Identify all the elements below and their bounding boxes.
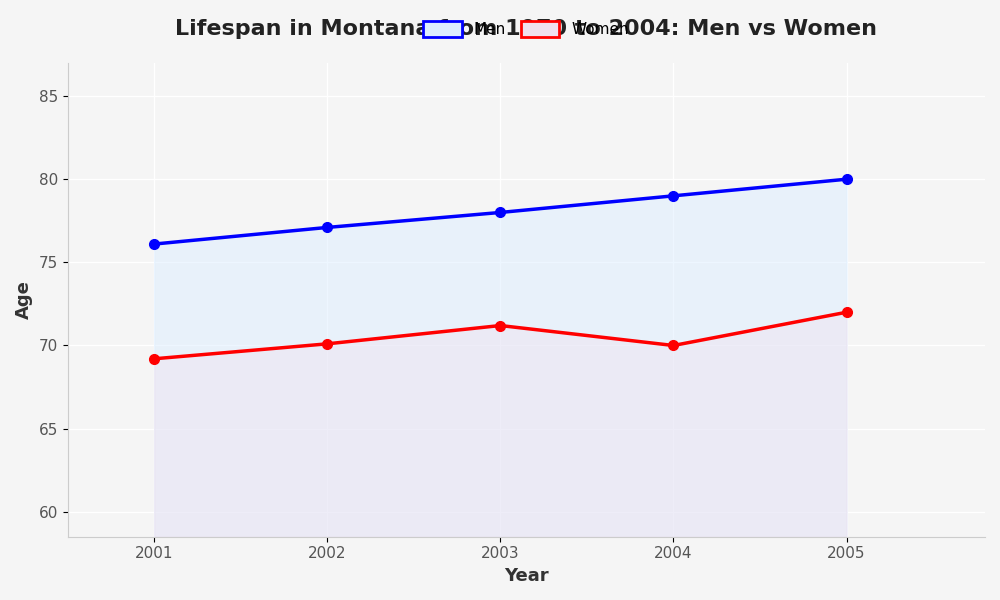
Men [841,176,853,183]
Women [667,342,679,349]
Men [148,241,160,248]
Women [321,340,333,347]
Women [494,322,506,329]
Men [321,224,333,231]
Line: Men: Men [149,175,851,249]
Title: Lifespan in Montana from 1970 to 2004: Men vs Women: Lifespan in Montana from 1970 to 2004: M… [175,19,877,39]
Women [841,308,853,316]
Men [494,209,506,216]
Legend: Men, Women: Men, Women [416,14,637,45]
Y-axis label: Age: Age [15,280,33,319]
X-axis label: Year: Year [504,567,549,585]
Men [667,192,679,199]
Line: Women: Women [149,307,851,364]
Women [148,355,160,362]
